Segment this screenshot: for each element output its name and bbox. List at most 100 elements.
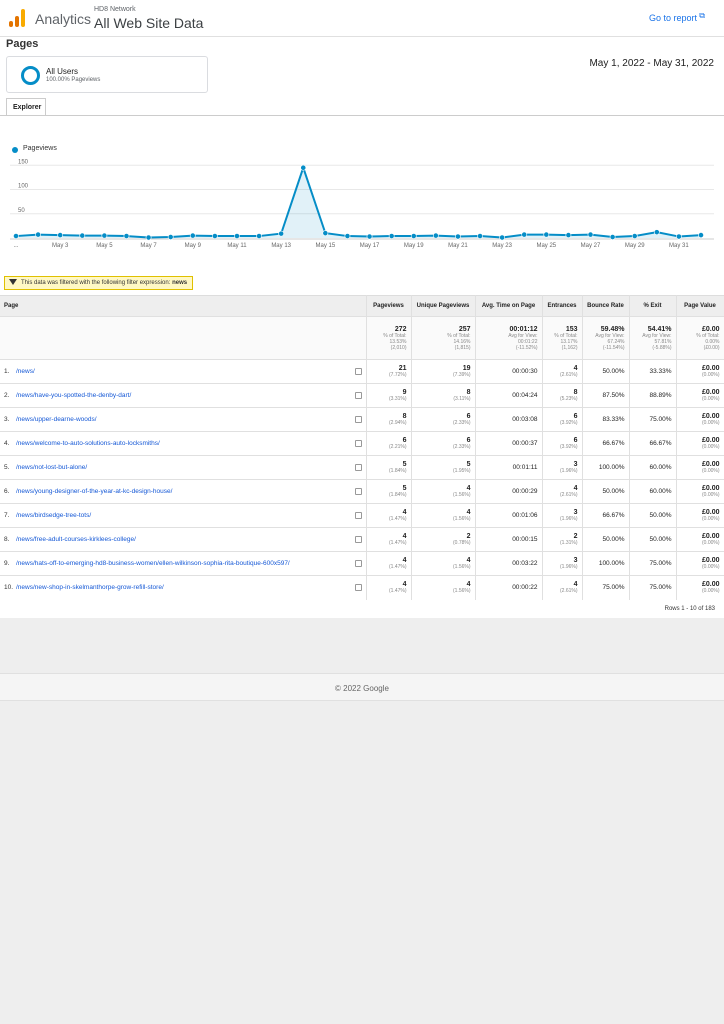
metric-value: 00:01:06 [512, 512, 538, 519]
metric-percent: (2.21%) [388, 444, 407, 450]
total-value: 00:01:12 [509, 325, 538, 333]
metric-value: 9 [402, 389, 407, 396]
metric-cell: £0.00 (0.00%) [676, 551, 724, 576]
metric-cell: 19 (7.39%) [411, 359, 476, 384]
metric-value: 3 [573, 461, 578, 468]
metric-cell: 00:03:08 [475, 407, 543, 432]
page-link[interactable]: /news/upper-dearne-woods/ [16, 416, 97, 423]
metric-value: 4 [466, 557, 471, 564]
metric-cell: 75.00% [582, 575, 630, 600]
total-cell: 59.48% Avg for View: 67.24% (-11.54%) [582, 316, 630, 360]
open-page-icon[interactable] [354, 416, 362, 423]
external-link-icon[interactable]: ⧉ [699, 11, 705, 20]
go-to-report-link[interactable]: Go to report [648, 13, 697, 23]
metric-cell: £0.00 (0.00%) [676, 383, 724, 408]
page-cell: 5. /news/not-lost-but-alone/ [0, 455, 367, 480]
total-sub: (2,010) [390, 344, 407, 351]
open-page-icon[interactable] [354, 584, 362, 591]
metric-cell: 83.33% [582, 407, 630, 432]
row-index: 2. [4, 392, 10, 399]
metric-cell: 6 (2.21%) [366, 431, 412, 456]
metric-percent: (2.33%) [452, 420, 471, 426]
y-tick-label: 100 [18, 184, 29, 190]
page-link[interactable]: /news/new-shop-in-skelmanthorpe-grow-ref… [16, 584, 164, 592]
col-page-value-header[interactable]: Page Value [676, 295, 724, 317]
metric-percent: (2.61%) [559, 588, 578, 595]
page-link[interactable]: /news/free-adult-courses-kirklees-colleg… [16, 536, 136, 543]
metric-cell: 3 (1.96%) [542, 503, 583, 528]
metric-cell: 4 (2.61%) [542, 479, 583, 504]
data-point [123, 233, 130, 239]
open-page-icon[interactable] [354, 392, 362, 399]
page-cell: 7. /news/birdsedge-tree-tots/ [0, 503, 367, 528]
page-link[interactable]: /news/hats-off-to-emerging-hd8-business-… [16, 560, 290, 567]
col-unique-pageviews-header[interactable]: Unique Pageviews [411, 295, 476, 317]
col-exit-header[interactable]: % Exit [629, 295, 677, 317]
page-link[interactable]: /news/ [16, 368, 35, 375]
metric-cell: 6 (3.92%) [542, 407, 583, 432]
x-tick-label: May 29 [625, 243, 645, 249]
x-tick-label: May 3 [52, 243, 69, 249]
open-page-icon[interactable] [354, 560, 362, 567]
row-index: 4. [4, 440, 10, 447]
col-bounce-rate-header[interactable]: Bounce Rate [582, 295, 630, 317]
metric-percent: (1.96%) [559, 564, 578, 570]
x-tick-label: May 15 [316, 243, 336, 249]
metric-percent: (1.47%) [388, 540, 407, 546]
tab-explorer[interactable]: Explorer [6, 98, 46, 116]
metric-cell: 00:00:29 [475, 479, 543, 504]
page-link[interactable]: /news/have-you-spotted-the-denby-dart/ [16, 392, 132, 399]
col-avg-time-header[interactable]: Avg. Time on Page [475, 295, 543, 317]
metric-cell: 75.00% [629, 551, 677, 576]
totals-label-cell [0, 316, 367, 360]
open-page-icon[interactable] [354, 488, 362, 495]
data-point [145, 234, 152, 241]
metric-cell: 4 (1.56%) [411, 479, 476, 504]
metric-cell: 60.00% [629, 455, 677, 480]
row-index: 3. [4, 416, 10, 423]
open-page-icon[interactable] [354, 368, 362, 375]
segment-card[interactable]: All Users 100.00% Pageviews [6, 56, 208, 93]
page-link[interactable]: /news/not-lost-but-alone/ [16, 464, 88, 471]
col-entrances-header[interactable]: Entrances [542, 295, 583, 317]
table-row: 6. /news/young-designer-of-the-year-at-kc… [0, 479, 724, 504]
metric-percent: (1.56%) [452, 588, 471, 595]
open-page-icon[interactable] [354, 464, 362, 471]
metric-cell: 50.00% [582, 359, 630, 384]
metric-value: 00:00:22 [512, 584, 538, 592]
metric-value: 4 [402, 557, 407, 564]
metric-percent: (1.95%) [452, 468, 471, 474]
metric-value: 6 [466, 437, 471, 444]
data-point [543, 231, 550, 238]
metric-value: 00:01:11 [512, 464, 538, 471]
metric-cell: 66.67% [629, 431, 677, 456]
report-page: Analytics HD8 Network All Web Site Data … [0, 0, 724, 618]
metric-percent: (5.23%) [559, 396, 578, 402]
metric-percent: (1.84%) [388, 492, 407, 498]
page-link[interactable]: /news/young-designer-of-the-year-at-kc-d… [16, 488, 173, 495]
col-pageviews-header[interactable]: Pageviews [366, 295, 412, 317]
date-range[interactable]: May 1, 2022 - May 31, 2022 [589, 58, 714, 69]
metric-cell: 8 (3.11%) [411, 383, 476, 408]
metric-cell: 50.00% [629, 503, 677, 528]
total-sub: 57.81% [654, 338, 672, 345]
data-point [322, 230, 329, 237]
col-page-header[interactable]: Page [0, 295, 367, 317]
open-page-icon[interactable] [354, 512, 362, 519]
metric-cell: 00:01:11 [475, 455, 543, 480]
data-point [499, 234, 506, 241]
open-page-icon[interactable] [354, 536, 362, 543]
view-name[interactable]: All Web Site Data [94, 15, 204, 31]
open-page-icon[interactable] [354, 440, 362, 447]
metric-percent: (3.31%) [388, 396, 407, 402]
metric-cell: 5 (1.84%) [366, 455, 412, 480]
page-link[interactable]: /news/birdsedge-tree-tots/ [16, 512, 92, 519]
row-index: 7. [4, 512, 10, 519]
metric-value: 6 [466, 413, 471, 420]
total-cell: 00:01:12 Avg for View: 00:01:22 (-11.52%) [475, 316, 543, 360]
metric-cell: 60.00% [629, 479, 677, 504]
metric-cell: 6 (2.33%) [411, 431, 476, 456]
metric-cell: 75.00% [629, 407, 677, 432]
data-point [565, 232, 572, 238]
page-link[interactable]: /news/welcome-to-auto-solutions-auto-loc… [16, 440, 160, 447]
